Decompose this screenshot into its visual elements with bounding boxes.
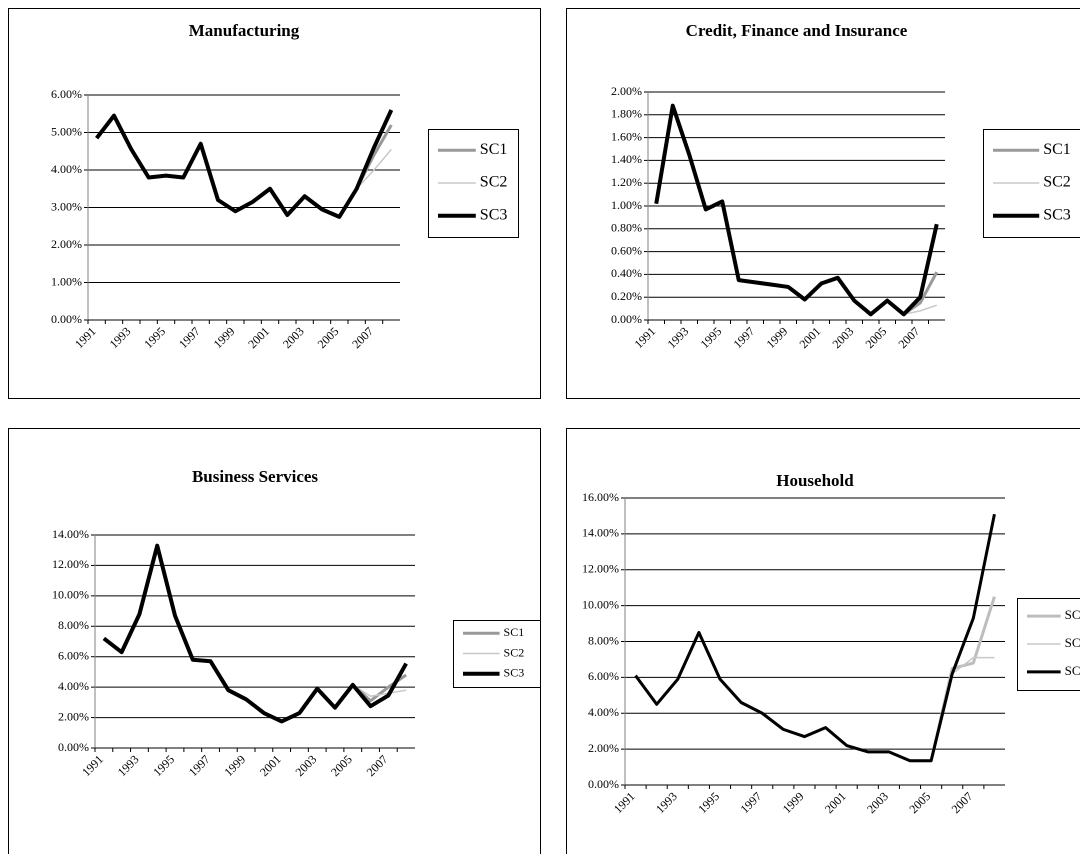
legend-label: SC2 <box>480 174 508 191</box>
y-tick-label: 1.80% <box>611 107 642 121</box>
y-tick-label: 0.00% <box>51 312 82 326</box>
chart-title: Manufacturing <box>189 21 300 40</box>
legend-label: SC2 <box>504 645 525 659</box>
y-tick-label: 1.00% <box>51 274 82 288</box>
y-tick-label: 2.00% <box>611 84 642 98</box>
legend-label: SC3 <box>1065 663 1080 678</box>
series-line <box>634 513 996 763</box>
y-tick-label: 2.00% <box>58 709 89 723</box>
chart-panel: Household 0.00% 2.00% 4.00% 6.00% 8.00% 10.00%… <box>566 428 1080 854</box>
y-tick-label: 0.60% <box>611 243 642 257</box>
y-tick-label: 1.20% <box>611 175 642 189</box>
chart-frame <box>8 428 541 854</box>
y-tick-label: 8.00% <box>588 633 619 647</box>
y-tick-label: 14.00% <box>52 527 89 541</box>
y-tick-label: 6.00% <box>588 669 619 683</box>
chart-panel: Business Services 0.00% 2.00% 4.00% 6.00% 8.0… <box>8 428 541 854</box>
y-tick-label: 2.00% <box>51 237 82 251</box>
y-tick-label: 0.00% <box>611 312 642 326</box>
y-tick-label: 1.40% <box>611 152 642 166</box>
legend-label: SC2 <box>1043 174 1071 191</box>
y-tick-label: 2.00% <box>588 741 619 755</box>
y-tick-label: 8.00% <box>58 618 89 632</box>
y-tick-label: 10.00% <box>52 588 89 602</box>
y-tick-label: 1.60% <box>611 129 642 143</box>
legend-label: SC1 <box>1065 607 1080 622</box>
y-tick-label: 0.20% <box>611 289 642 303</box>
chart-title: Credit, Finance and Insurance <box>686 21 908 40</box>
y-tick-label: 12.00% <box>582 562 619 576</box>
y-tick-label: 16.00% <box>582 490 619 504</box>
y-tick-label: 0.00% <box>58 740 89 754</box>
chart-title: Business Services <box>192 467 318 486</box>
series-line <box>102 543 408 724</box>
y-tick-label: 1.00% <box>611 198 642 212</box>
y-tick-label: 4.00% <box>58 679 89 693</box>
y-tick-label: 0.80% <box>611 221 642 235</box>
legend-label: SC3 <box>504 666 525 680</box>
y-tick-label: 0.00% <box>588 777 619 791</box>
y-tick-label: 12.00% <box>52 557 89 571</box>
legend-label: SC2 <box>1065 635 1080 650</box>
y-tick-label: 4.00% <box>588 705 619 719</box>
chart-title: Household <box>776 471 854 490</box>
legend-label: SC1 <box>480 141 508 158</box>
y-tick-label: 0.40% <box>611 266 642 280</box>
y-tick-label: 6.00% <box>58 648 89 662</box>
y-tick-label: 14.00% <box>582 526 619 540</box>
y-tick-label: 5.00% <box>51 124 82 138</box>
y-tick-label: 3.00% <box>51 199 82 213</box>
y-tick-label: 4.00% <box>51 162 82 176</box>
chart-panel: Credit, Finance and Insurance 0.00% 0.20% 0… <box>566 8 1080 399</box>
series-line <box>95 109 394 219</box>
series-line <box>654 103 939 317</box>
legend-label: SC3 <box>480 206 508 223</box>
legend-label: SC3 <box>1043 206 1071 223</box>
y-tick-label: 10.00% <box>582 597 619 611</box>
y-tick-label: 6.00% <box>51 87 82 101</box>
chart-panel: Manufacturing 0.00% 1.00% 2.00% 3.00% 4.00% 5.… <box>8 8 541 399</box>
legend-label: SC1 <box>504 625 525 639</box>
legend-label: SC1 <box>1043 141 1071 158</box>
